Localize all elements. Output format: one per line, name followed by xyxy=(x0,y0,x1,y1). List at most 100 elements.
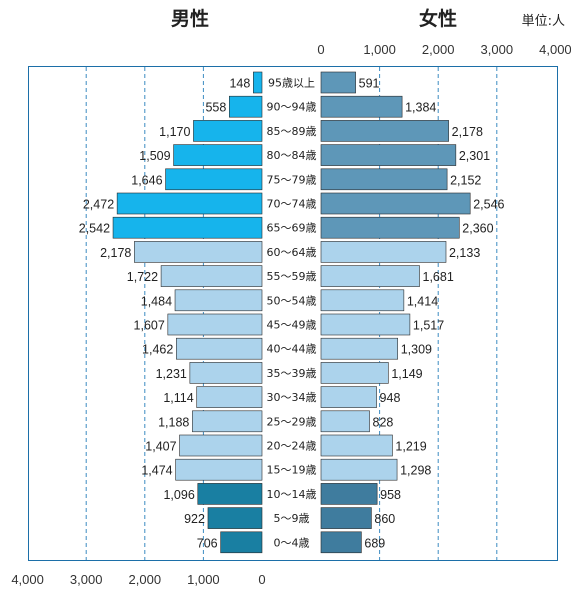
bar-male-12 xyxy=(189,362,263,384)
bar-female-4 xyxy=(320,168,448,191)
male-value-label: 1,170 xyxy=(159,125,190,139)
age-group-label: 95歳以上 xyxy=(268,77,315,90)
female-value-label: 1,384 xyxy=(405,101,436,115)
age-group-label: 65～69歳 xyxy=(267,222,317,235)
value-labels: 148 591 558 1,384 1,170 2,178 1,509 2,301 1,646 2… xyxy=(79,77,505,551)
female-tick-label: 3,000 xyxy=(481,42,514,57)
male-tick-label: 0 xyxy=(258,572,265,587)
female-axis-ticks: 0 1,000 2,000 3,000 4,000 xyxy=(317,42,571,57)
male-value-label: 1,462 xyxy=(142,343,173,357)
age-group-label: 45～49歳 xyxy=(267,319,317,332)
female-tick-label: 4,000 xyxy=(539,42,571,57)
female-tick-label: 0 xyxy=(317,42,324,57)
bar-male-9 xyxy=(174,289,263,312)
bar-male-8 xyxy=(160,265,263,287)
male-value-label: 1,231 xyxy=(156,367,187,381)
female-title: 女性 xyxy=(419,7,457,30)
male-title: 男性 xyxy=(171,7,209,30)
bar-male-3 xyxy=(173,144,263,166)
bar-male-19 xyxy=(220,531,263,554)
bar-female-6 xyxy=(320,216,460,239)
male-tick-label: 4,000 xyxy=(11,572,44,587)
bar-male-15 xyxy=(179,434,263,457)
plot-frame xyxy=(28,66,558,561)
bar-male-7 xyxy=(134,241,263,263)
bar-female-9 xyxy=(320,289,405,312)
male-value-label: 1,114 xyxy=(163,391,193,405)
male-value-label: 2,178 xyxy=(100,246,131,260)
bar-female-2 xyxy=(320,120,449,142)
male-value-label: 1,509 xyxy=(139,149,170,163)
age-group-label: 70～74歳 xyxy=(267,198,317,211)
bar-female-10 xyxy=(320,313,411,336)
grid-lines xyxy=(85,67,498,560)
female-value-label: 1,517 xyxy=(413,319,444,333)
age-group-label: 40～44歳 xyxy=(267,343,317,356)
age-group-label: 80～84歳 xyxy=(267,149,317,162)
age-group-label: 85～89歳 xyxy=(267,125,317,138)
female-value-label: 1,414 xyxy=(407,294,438,308)
bar-female-3 xyxy=(320,144,457,166)
male-value-label: 1,474 xyxy=(141,464,172,478)
age-group-label: 15～19歳 xyxy=(267,464,317,477)
female-value-label: 2,133 xyxy=(449,246,480,260)
bar-female-7 xyxy=(320,241,447,263)
male-value-label: 148 xyxy=(229,77,250,91)
male-value-label: 1,607 xyxy=(134,319,165,333)
male-tick-label: 1,000 xyxy=(187,572,220,587)
female-value-label: 2,178 xyxy=(452,125,483,139)
bar-male-10 xyxy=(167,313,263,336)
female-value-label: 1,681 xyxy=(423,270,454,284)
bar-male-0 xyxy=(253,71,263,94)
bar-female-0 xyxy=(320,71,356,94)
male-value-label: 2,472 xyxy=(83,198,114,212)
bar-male-14 xyxy=(192,410,263,433)
age-group-label: 55～59歳 xyxy=(267,270,317,283)
male-value-label: 706 xyxy=(197,536,218,550)
bar-female-17 xyxy=(320,483,378,505)
bar-male-18 xyxy=(207,507,263,529)
female-value-label: 958 xyxy=(380,488,401,502)
female-value-label: 2,152 xyxy=(450,173,481,187)
age-group-label: 90～94歳 xyxy=(267,101,317,114)
bar-female-15 xyxy=(320,434,393,457)
female-value-label: 689 xyxy=(364,536,385,550)
female-value-label: 2,546 xyxy=(473,198,504,212)
bar-female-5 xyxy=(320,192,471,215)
male-value-label: 1,484 xyxy=(141,294,172,308)
bar-female-18 xyxy=(320,507,372,529)
female-value-label: 1,219 xyxy=(395,440,426,454)
female-value-label: 828 xyxy=(373,415,394,429)
bar-female-19 xyxy=(320,531,362,554)
female-tick-label: 2,000 xyxy=(422,42,455,57)
male-tick-label: 3,000 xyxy=(70,572,103,587)
bar-male-17 xyxy=(197,483,263,505)
bar-female-14 xyxy=(320,410,370,433)
male-value-label: 1,722 xyxy=(127,270,158,284)
female-value-label: 948 xyxy=(380,391,401,405)
male-value-label: 1,407 xyxy=(145,440,176,454)
bar-female-16 xyxy=(320,458,398,481)
bar-female-12 xyxy=(320,362,389,384)
age-group-label: 60～64歳 xyxy=(267,246,317,259)
bar-male-6 xyxy=(112,216,263,239)
age-group-label: 30～34歳 xyxy=(267,391,317,404)
male-value-label: 1,096 xyxy=(163,488,194,502)
female-value-label: 1,298 xyxy=(400,464,431,478)
age-group-labels: 95歳以上 90～94歳 85～89歳 80～84歳 75～79歳 70～74歳 65～69… xyxy=(267,77,317,550)
bar-male-13 xyxy=(196,386,263,408)
age-group-label: 25～29歳 xyxy=(267,415,317,428)
female-value-label: 1,149 xyxy=(391,367,422,381)
bar-male-5 xyxy=(116,192,263,215)
male-tick-label: 2,000 xyxy=(129,572,162,587)
bar-female-13 xyxy=(320,386,377,408)
bar-male-1 xyxy=(229,95,263,118)
bars xyxy=(112,71,471,554)
bar-male-4 xyxy=(165,168,263,191)
bar-female-8 xyxy=(320,265,420,287)
age-group-label: 35～39歳 xyxy=(267,367,317,380)
female-value-label: 860 xyxy=(374,512,395,526)
male-value-label: 2,542 xyxy=(79,222,110,236)
bar-male-16 xyxy=(175,458,263,481)
